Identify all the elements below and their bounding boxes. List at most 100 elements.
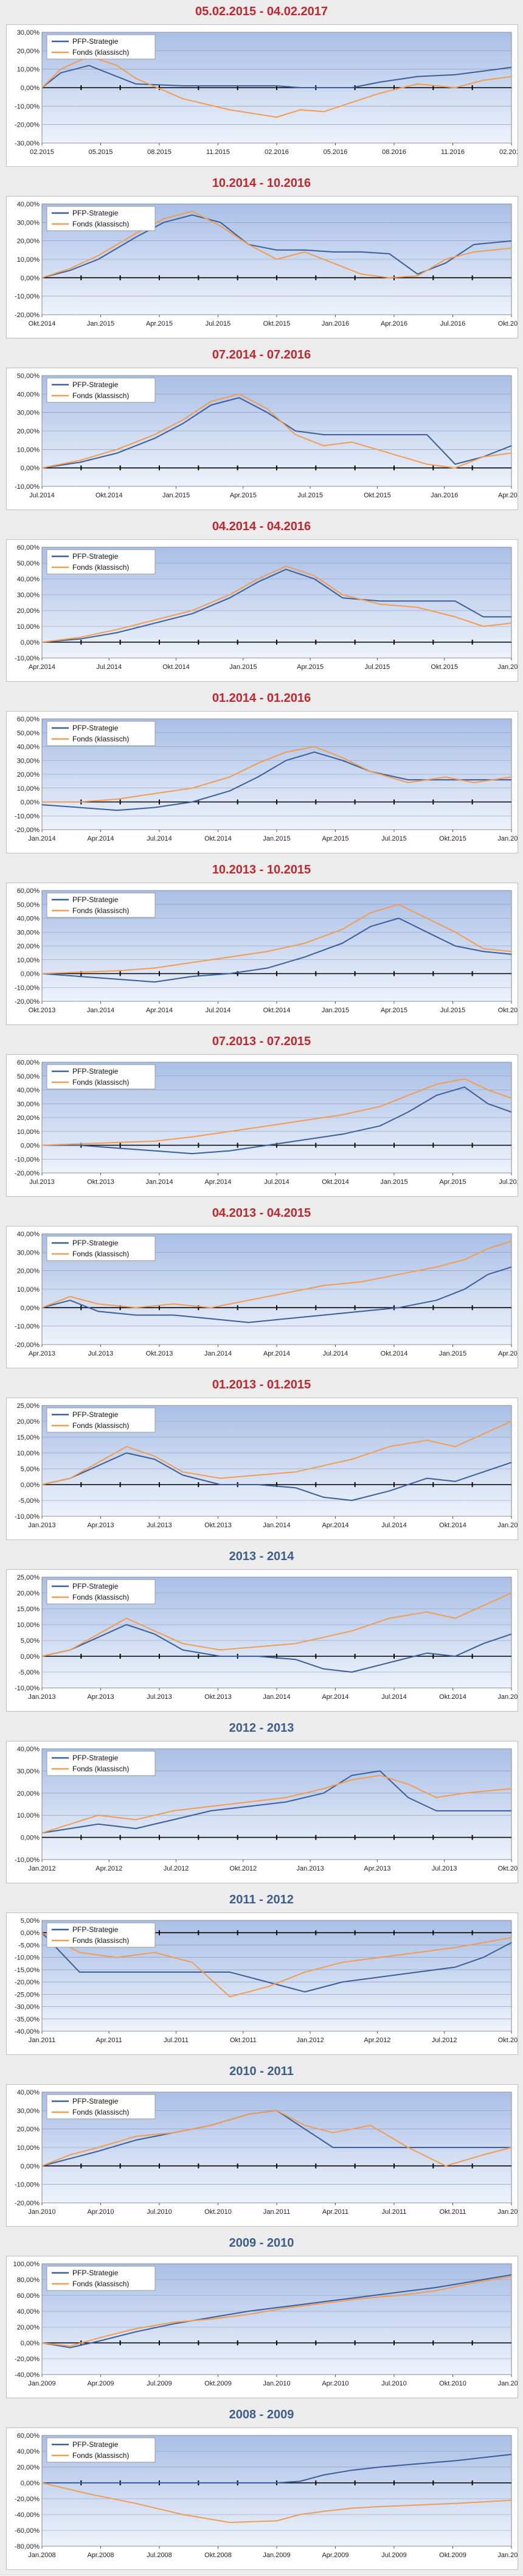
x-tick-label: Jan.2016 [431,492,458,499]
x-tick-label: Jan.2013 [297,1865,324,1872]
y-tick-label: -10,00% [15,1685,40,1692]
y-tick-label: -10,00% [15,1323,40,1331]
legend: PFP-Strategie Fonds (klassisch) [46,1579,156,1605]
x-tick-label: Okt.2009 [439,2552,466,2559]
chart-svg: 60,00% 40,00% 20,00% 0,00% -20,00% -40,00% -60… [15,2432,518,2559]
y-tick-label: 0,00% [21,1930,40,1937]
x-tick-label: Apr.2015 [146,320,173,327]
legend-label-fund: Fonds (klassisch) [72,1421,129,1430]
x-tick-label: Jan.2016 [497,835,518,842]
y-tick-label: -25,00% [15,1991,40,1998]
y-tick-label: -30,00% [15,2004,40,2011]
chart-frame: 25,00% 20,00% 15,00% 10,00% 5,00% 0,00% -5,00%… [6,1398,518,1540]
chart-panel: 01.2013 - 01.2015 25,00% 20,00% 15,00% 10,00… [0,1373,523,1545]
y-tick-label: 40,00% [17,1746,40,1753]
x-tick-label: Okt.2013 [498,1865,518,1872]
legend-label-strategy: PFP-Strategie [72,552,119,561]
legend-label-strategy: PFP-Strategie [72,2440,119,2449]
y-tick-label: 0,00% [21,2340,40,2347]
chart-frame: 60,00% 50,00% 40,00% 30,00% 20,00% 10,00% 0,00… [6,539,518,682]
x-tick-label: 05.2015 [89,149,113,156]
chart-panel: 2012 - 2013 40,00% 30,00% 20,00% 10,00% 0,00%… [0,1717,523,1889]
y-tick-label: 30,00% [17,1249,40,1256]
legend-label-strategy: PFP-Strategie [72,1582,119,1591]
series-line-strategy [41,65,512,88]
x-tick-label: 02.2015 [30,149,54,156]
series-line-strategy [41,1266,512,1323]
y-tick-label: 0,00% [21,2480,40,2487]
series-line-fund [41,1932,512,1998]
chart-frame: 40,00% 30,00% 20,00% 10,00% 0,00% -10,00% Jan.… [6,1741,518,1883]
series-line-fund [41,565,512,643]
x-tick-label: Jul.2015 [297,492,323,499]
legend-label-strategy: PFP-Strategie [72,1754,119,1762]
x-tick-label: Jul.2015 [499,1178,518,1186]
x-tick-label: Apr.2014 [87,835,114,842]
x-tick-label: Okt.2016 [498,320,518,327]
y-tick-label: 0,00% [21,799,40,807]
y-tick-label: 30,00% [17,1768,40,1775]
y-tick-label: 0,00% [21,275,40,282]
y-tick-label: 10,00% [17,66,40,74]
legend-box [46,206,156,231]
x-tick-label: Jan.2014 [145,1178,173,1186]
x-tick-label: Jul.2009 [381,2552,407,2559]
y-tick-label: -20,00% [15,1979,40,1986]
x-tick-label: Jul.2014 [206,1007,231,1014]
x-tick-label: Apr.2009 [87,2380,114,2387]
y-tick-label: 10,00% [17,2144,40,2152]
x-tick-label: Apr.2016 [498,492,518,499]
y-tick-label: 40,00% [17,1087,40,1094]
y-tick-label: 5,00% [21,1466,40,1473]
legend-label-fund: Fonds (klassisch) [72,1936,129,1945]
y-tick-label: 0,00% [21,1143,40,1150]
x-tick-label: Okt.2014 [439,1522,466,1529]
series-line-fund [41,1592,512,1657]
legend-label-fund: Fonds (klassisch) [72,1765,129,1773]
legend: PFP-Strategie Fonds (klassisch) [46,1236,156,1261]
x-tick-label: Okt.2014 [204,835,232,842]
y-tick-label: 20,00% [17,943,40,950]
chart-svg: 25,00% 20,00% 15,00% 10,00% 5,00% 0,00% -5,00%… [15,1574,518,1701]
series-line-strategy [41,2274,512,2348]
y-tick-label: 30,00% [17,1101,40,1108]
chart-title: 2011 - 2012 [229,1893,294,1906]
y-tick-label: -60,00% [15,2527,40,2535]
x-tick-label: Okt.2013 [29,1007,56,1014]
legend-label-strategy: PFP-Strategie [72,37,119,46]
y-tick-label: -80,00% [15,2543,40,2550]
x-tick-label: Jan.2009 [263,2552,290,2559]
legend-label-strategy: PFP-Strategie [72,1239,119,1247]
x-tick-label: Jul.2013 [147,1693,172,1701]
y-tick-label: 80,00% [17,2277,40,2284]
legend-label-strategy: PFP-Strategie [72,380,119,389]
x-tick-label: Jul.2010 [147,2208,172,2216]
x-tick-label: 05.2016 [324,149,348,156]
x-tick-label: Jan.2015 [439,1350,466,1357]
legend-label-strategy: PFP-Strategie [72,2097,119,2105]
legend-label-strategy: PFP-Strategie [72,209,119,217]
x-tick-label: Okt.2014 [322,1178,349,1186]
chart-frame: 60,00% 50,00% 40,00% 30,00% 20,00% 10,00% 0,00… [6,883,518,1025]
x-tick-label: Apr.2016 [381,320,407,327]
y-tick-label: 10,00% [17,1129,40,1136]
legend: PFP-Strategie Fonds (klassisch) [46,2094,156,2119]
series-line-strategy [41,1452,512,1501]
y-tick-label: 0,00% [21,1835,40,1842]
x-tick-label: Apr.2011 [322,2208,348,2216]
x-tick-label: Jul.2011 [382,2208,407,2216]
x-tick-label: 02.2016 [265,149,289,156]
x-tick-label: Jan.2015 [263,835,290,842]
x-tick-label: Apr.2015 [439,1178,466,1186]
legend-label-fund: Fonds (klassisch) [72,906,129,915]
series-line-fund [41,2275,512,2347]
chart-title: 01.2014 - 01.2016 [212,691,311,705]
legend-label-fund: Fonds (klassisch) [72,563,129,572]
y-tick-label: 40,00% [17,1231,40,1238]
x-tick-label: Jul.2014 [264,1178,289,1186]
chart-frame: 60,00% 40,00% 20,00% 0,00% -20,00% -40,00% -60… [6,2427,518,2570]
y-tick-label: 0,00% [21,1304,40,1312]
x-tick-label: Okt.2014 [29,320,56,327]
legend-label-strategy: PFP-Strategie [72,1067,119,1076]
y-tick-label: 20,00% [17,238,40,245]
